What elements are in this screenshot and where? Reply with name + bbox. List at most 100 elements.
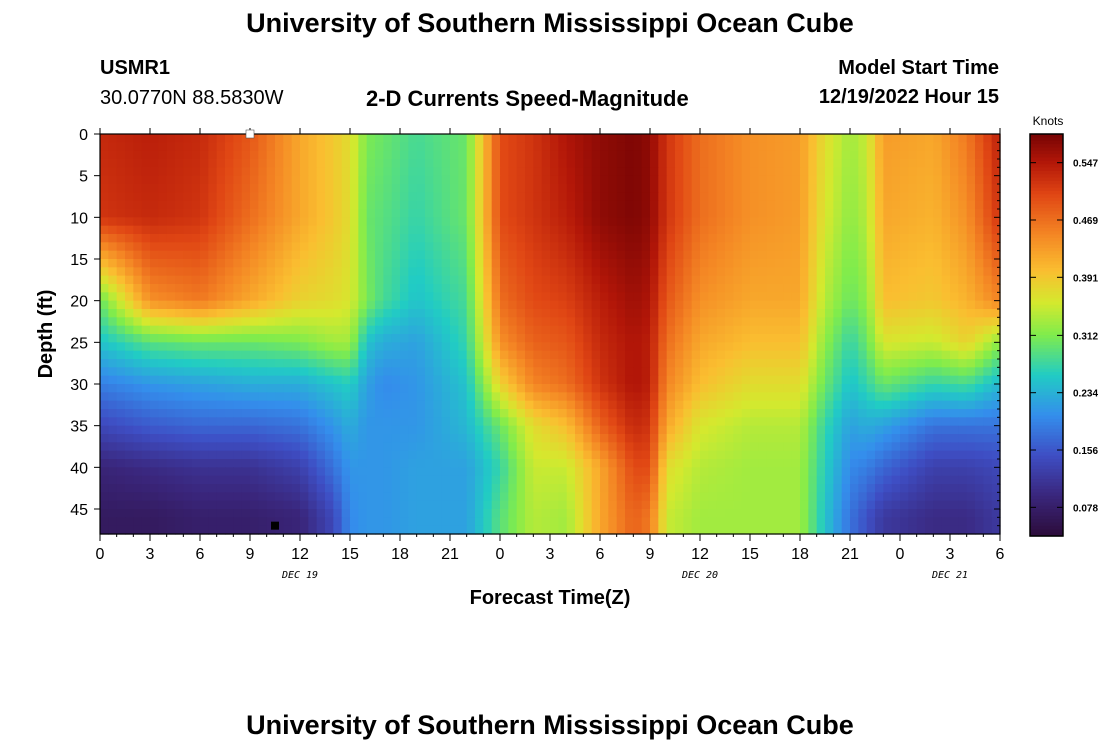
heatmap-cell bbox=[841, 225, 851, 235]
heatmap-cell bbox=[641, 325, 651, 335]
heatmap-cell bbox=[325, 184, 334, 193]
heatmap-cell bbox=[700, 392, 709, 402]
heatmap-cell bbox=[266, 434, 276, 443]
heatmap-cell bbox=[708, 142, 718, 152]
heatmap-cell bbox=[200, 292, 209, 302]
heatmap-cell bbox=[933, 425, 943, 435]
heatmap-cell bbox=[166, 325, 176, 335]
heatmap-cell bbox=[916, 484, 926, 493]
heatmap-cell bbox=[675, 434, 684, 443]
heatmap-cell bbox=[966, 400, 976, 410]
heatmap-cell bbox=[575, 259, 584, 268]
heatmap-cell bbox=[250, 267, 259, 277]
heatmap-cell bbox=[675, 492, 684, 502]
heatmap-cell bbox=[616, 459, 626, 468]
heatmap-cell bbox=[966, 284, 976, 293]
heatmap-cell bbox=[858, 217, 868, 227]
heatmap-cell bbox=[325, 342, 334, 352]
heatmap-cell bbox=[825, 234, 834, 243]
heatmap-cell bbox=[475, 159, 484, 168]
heatmap-cell bbox=[408, 209, 418, 218]
heatmap-cell bbox=[925, 459, 934, 468]
heatmap-cell bbox=[550, 142, 559, 152]
heatmap-cell bbox=[983, 417, 993, 427]
heatmap-cell bbox=[291, 325, 301, 335]
heatmap-cell bbox=[533, 267, 543, 277]
heatmap-cell bbox=[191, 517, 201, 527]
heatmap-cell bbox=[316, 400, 326, 410]
heatmap-cell bbox=[666, 359, 676, 368]
heatmap-cell bbox=[408, 150, 418, 160]
heatmap-cell bbox=[650, 375, 659, 385]
heatmap-cell bbox=[358, 325, 368, 335]
heatmap-cell bbox=[558, 509, 568, 518]
heatmap-cell bbox=[841, 392, 851, 402]
heatmap-cell bbox=[900, 442, 909, 452]
heatmap-cell bbox=[441, 150, 451, 160]
heatmap-cell bbox=[991, 475, 1001, 485]
heatmap-cell bbox=[608, 417, 618, 427]
heatmap-cell bbox=[341, 217, 351, 227]
heatmap-cell bbox=[158, 350, 168, 360]
heatmap-cell bbox=[391, 400, 401, 410]
heatmap-cell bbox=[633, 159, 643, 168]
heatmap-cell bbox=[216, 375, 226, 385]
heatmap-cell bbox=[225, 275, 234, 285]
heatmap-cell bbox=[408, 400, 418, 410]
heatmap-cell bbox=[525, 384, 534, 393]
heatmap-cell bbox=[266, 275, 276, 285]
heatmap-cell bbox=[825, 467, 834, 477]
heatmap-cell bbox=[650, 142, 659, 152]
heatmap-cell bbox=[133, 359, 143, 368]
heatmap-cell bbox=[875, 384, 884, 393]
heatmap-cell bbox=[900, 475, 909, 485]
heatmap-cell bbox=[325, 142, 334, 152]
heatmap-cell bbox=[516, 342, 526, 352]
heatmap-cell bbox=[991, 459, 1001, 468]
heatmap-cell bbox=[366, 500, 376, 510]
heatmap-cell bbox=[883, 184, 893, 193]
heatmap-cell bbox=[633, 184, 643, 193]
heatmap-cell bbox=[766, 184, 776, 193]
heatmap-cell bbox=[591, 467, 601, 477]
heatmap-cell bbox=[466, 450, 476, 460]
heatmap-cell bbox=[533, 392, 543, 402]
heatmap-cell bbox=[950, 292, 959, 302]
heatmap-cell bbox=[325, 192, 334, 202]
heatmap-cell bbox=[908, 267, 918, 277]
heatmap-cell bbox=[491, 242, 501, 252]
heatmap-cell bbox=[575, 500, 584, 510]
heatmap-cell bbox=[466, 250, 476, 260]
heatmap-cell bbox=[600, 350, 609, 360]
heatmap-cell bbox=[483, 350, 493, 360]
heatmap-cell bbox=[808, 300, 818, 310]
heatmap-cell bbox=[750, 492, 759, 502]
heatmap-cell bbox=[991, 375, 1001, 385]
heatmap-cell bbox=[958, 184, 968, 193]
heatmap-cell bbox=[258, 150, 268, 160]
heatmap-cell bbox=[750, 292, 759, 302]
heatmap-cell bbox=[225, 250, 234, 260]
heatmap-cell bbox=[583, 284, 593, 293]
heatmap-cell bbox=[116, 242, 126, 252]
heatmap-cell bbox=[283, 492, 293, 502]
heatmap-cell bbox=[558, 475, 568, 485]
heatmap-cell bbox=[583, 475, 593, 485]
heatmap-cell bbox=[733, 367, 743, 377]
heatmap-cell bbox=[116, 467, 126, 477]
heatmap-cell bbox=[816, 167, 826, 177]
heatmap-cell bbox=[808, 442, 818, 452]
heatmap-cell bbox=[716, 375, 726, 385]
heatmap-cell bbox=[683, 450, 693, 460]
heatmap-cell bbox=[391, 200, 401, 210]
heatmap-cell bbox=[791, 167, 801, 177]
heatmap-cell bbox=[958, 300, 968, 310]
heatmap-cell bbox=[641, 450, 651, 460]
heatmap-cell bbox=[975, 209, 984, 218]
heatmap-cell bbox=[625, 200, 634, 210]
heatmap-cell bbox=[716, 300, 726, 310]
heatmap-cell bbox=[200, 367, 209, 377]
heatmap-cell bbox=[908, 467, 918, 477]
heatmap-cell bbox=[975, 359, 984, 368]
heatmap-cell bbox=[566, 467, 576, 477]
